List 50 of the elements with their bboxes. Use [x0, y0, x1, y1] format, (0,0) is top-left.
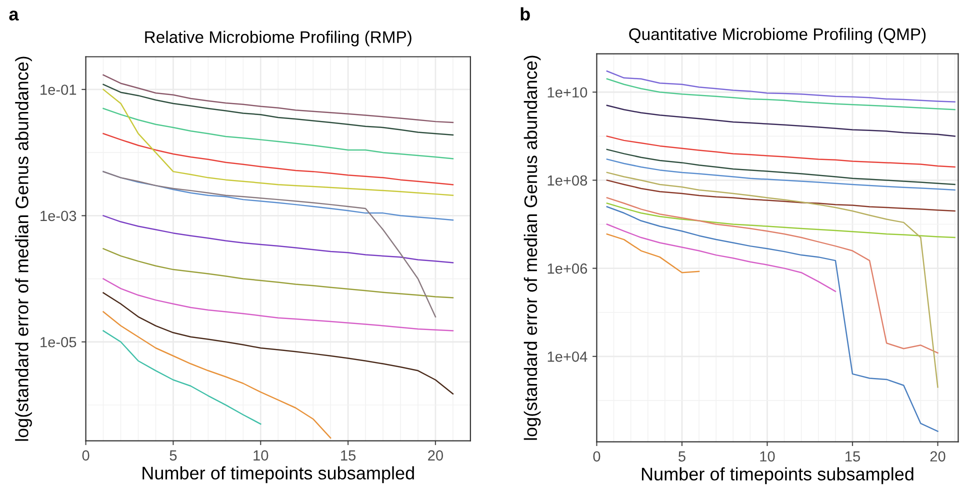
y-axis-title: log(standard error of median Genus abundance) — [524, 56, 541, 440]
x-tick-label: 0 — [82, 450, 90, 461]
line-series — [102, 170, 436, 318]
x-tick-label: 20 — [428, 450, 444, 461]
line-series — [102, 84, 454, 136]
line-series — [606, 197, 938, 354]
y-tick-label: 1e-03 — [40, 210, 76, 222]
x-axis-title: Number of timepoints subsampled — [142, 466, 414, 484]
line-series — [606, 180, 956, 212]
line-series — [606, 172, 938, 388]
y-tick-label: 1e+06 — [548, 263, 588, 274]
chart-title: Quantitative Microbiome Profiling (QMP) — [629, 28, 926, 44]
x-tick-label: 5 — [170, 450, 177, 461]
chart-title: Relative Microbiome Profiling (RMP) — [145, 30, 412, 46]
y-tick-label: 1e+10 — [548, 87, 588, 98]
line-series — [606, 136, 956, 168]
line-series — [606, 202, 956, 238]
line-series — [102, 74, 454, 124]
x-axis-title: Number of timepoints subsampled — [642, 467, 914, 484]
y-tick-label: 1e-05 — [40, 336, 76, 348]
y-tick-label: 1e-01 — [40, 84, 76, 95]
line-series — [606, 70, 956, 103]
line-series — [102, 88, 454, 196]
x-tick-label: 10 — [254, 450, 268, 461]
line-series — [102, 215, 454, 264]
line-series — [102, 278, 454, 332]
line-series — [102, 108, 454, 160]
x-tick-label: 5 — [678, 451, 686, 462]
line-series — [606, 158, 956, 191]
text: a — [9, 10, 19, 21]
text: b — [520, 7, 530, 21]
x-tick-label: 15 — [341, 450, 356, 461]
line-series — [606, 104, 956, 137]
x-tick-label: 0 — [593, 451, 600, 462]
line-series — [606, 224, 836, 292]
line-series — [606, 206, 938, 432]
x-tick-label: 10 — [760, 451, 775, 462]
line-series — [102, 132, 454, 186]
line-series — [606, 148, 956, 186]
line-series — [606, 233, 700, 274]
y-tick-label: 1e+08 — [548, 175, 588, 186]
line-series — [102, 248, 454, 298]
line-series — [102, 311, 332, 439]
line-series — [102, 292, 454, 394]
x-tick-label: 15 — [845, 451, 860, 462]
line-series — [102, 330, 262, 425]
y-tick-label: 1e+04 — [548, 352, 588, 362]
y-axis-title: log(standard error of median Genus abundance) — [15, 56, 32, 441]
line-series — [606, 78, 956, 110]
x-tick-label: 20 — [930, 451, 946, 462]
